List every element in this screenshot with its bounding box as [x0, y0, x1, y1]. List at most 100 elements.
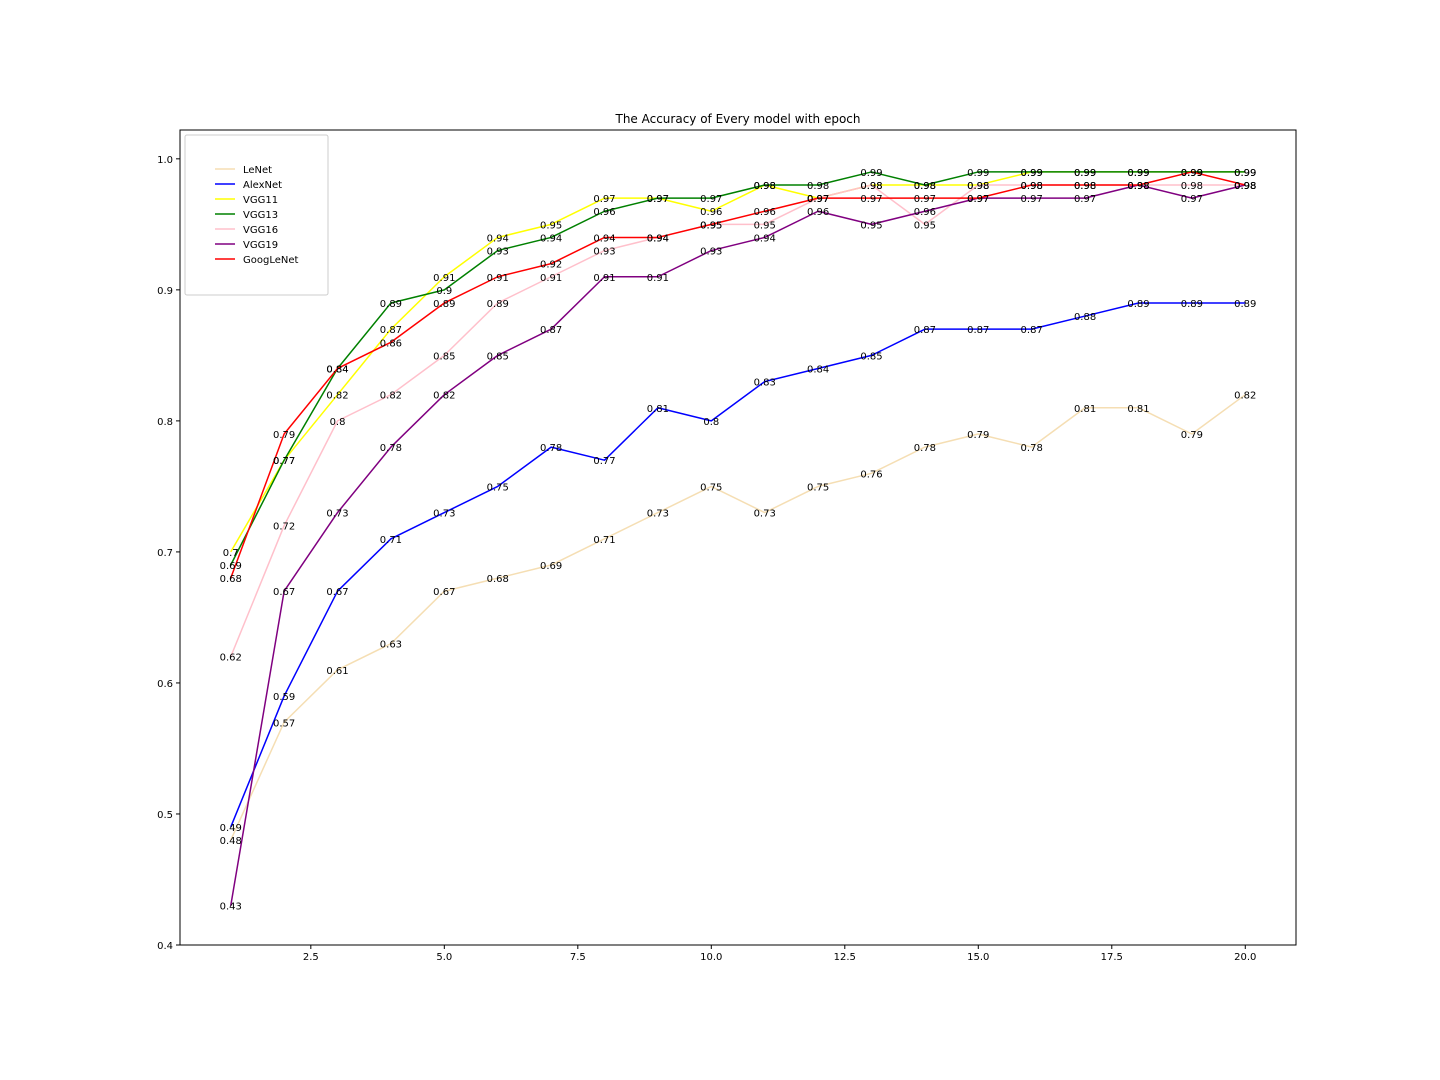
data-label-alexnet: 0.87: [914, 325, 936, 336]
data-label-googlenet: 0.94: [647, 233, 669, 244]
data-label-vgg19: 0.94: [754, 233, 776, 244]
data-label-vgg16: 0.82: [380, 391, 402, 402]
data-label-vgg19: 0.98: [1234, 181, 1256, 192]
data-label-googlenet: 0.97: [807, 194, 829, 205]
series-line-vgg16: [230, 184, 1246, 658]
y-tick-label: 0.9: [157, 286, 173, 297]
legend-entry: VGG13: [243, 210, 278, 221]
data-label-vgg11: 0.98: [914, 181, 936, 192]
data-label-vgg16: 0.98: [1021, 181, 1043, 192]
data-label-alexnet: 0.85: [860, 351, 882, 362]
data-label-lenet: 0.68: [487, 574, 509, 585]
legend-entry: VGG16: [243, 225, 278, 236]
x-tick-label: 7.5: [570, 952, 586, 963]
data-label-vgg19: 0.97: [967, 194, 989, 205]
data-label-vgg19: 0.97: [1074, 194, 1096, 205]
data-label-vgg16: 0.8: [330, 417, 346, 428]
data-label-alexnet: 0.73: [433, 509, 455, 520]
data-label-googlenet: 0.91: [487, 273, 509, 284]
data-label-vgg16: 0.98: [967, 181, 989, 192]
data-label-vgg11: 0.95: [540, 220, 562, 231]
data-label-vgg13: 0.99: [1234, 168, 1256, 179]
legend-entry: VGG11: [243, 195, 278, 206]
data-label-vgg13: 0.99: [967, 168, 989, 179]
data-label-googlenet: 0.92: [540, 260, 562, 271]
data-label-googlenet: 0.98: [1021, 181, 1043, 192]
data-label-vgg19: 0.85: [487, 351, 509, 362]
data-label-alexnet: 0.89: [1181, 299, 1203, 310]
data-label-vgg11: 0.94: [487, 233, 509, 244]
data-label-vgg13: 0.84: [326, 364, 348, 375]
data-label-alexnet: 0.87: [1021, 325, 1043, 336]
data-label-lenet: 0.81: [1074, 404, 1096, 415]
data-label-vgg11: 0.97: [807, 194, 829, 205]
data-labels-layer: 0.48 0.57 0.61 0.63 0.67 0.68 0.69 0.71 0.73 0.75…: [220, 168, 1257, 913]
data-label-alexnet: 0.59: [273, 692, 295, 703]
data-label-vgg19: 0.91: [593, 273, 615, 284]
y-tick-label: 0.7: [157, 548, 173, 559]
data-label-alexnet: 0.87: [967, 325, 989, 336]
data-label-alexnet: 0.89: [1234, 299, 1256, 310]
legend: LeNet AlexNet VGG11 VGG13 VGG16 VGG19 GoogLeNe…: [184, 134, 329, 296]
data-label-vgg11: 0.96: [700, 207, 722, 218]
data-label-googlenet: 0.98: [1074, 181, 1096, 192]
data-label-vgg19: 0.73: [326, 509, 348, 520]
x-tick-label: 12.5: [834, 952, 856, 963]
data-label-lenet: 0.71: [593, 535, 615, 546]
data-label-lenet: 0.81: [1127, 404, 1149, 415]
legend-entry: LeNet: [243, 165, 272, 176]
data-label-lenet: 0.78: [914, 443, 936, 454]
data-label-vgg13: 0.97: [647, 194, 669, 205]
data-label-vgg16: 0.95: [754, 220, 776, 231]
data-label-lenet: 0.73: [754, 509, 776, 520]
data-label-vgg16: 0.95: [700, 220, 722, 231]
data-label-vgg16: 0.95: [914, 220, 936, 231]
data-label-vgg13: 0.99: [860, 168, 882, 179]
data-label-vgg16: 0.85: [433, 351, 455, 362]
x-tick-label: 5.0: [436, 952, 452, 963]
data-label-googlenet: 0.84: [326, 364, 348, 375]
data-label-vgg11: 0.99: [1074, 168, 1096, 179]
data-label-googlenet: 0.68: [220, 574, 242, 585]
series-layer: [229, 171, 1246, 906]
data-label-vgg13: 0.96: [593, 207, 615, 218]
data-label-alexnet: 0.8: [703, 417, 719, 428]
data-label-vgg13: 0.9: [436, 286, 452, 297]
data-label-vgg19: 0.96: [807, 207, 829, 218]
axes-layer: 2.5 5.0 7.5 10.0 12.5 15.0 17.5 20.0 0.4 0.5 0.6 0.…: [157, 155, 1256, 963]
series-line-alexnet: [230, 302, 1246, 828]
data-label-alexnet: 0.78: [540, 443, 562, 454]
data-label-lenet: 0.75: [807, 482, 829, 493]
data-label-googlenet: 0.96: [754, 207, 776, 218]
data-label-vgg16: 0.72: [273, 522, 295, 533]
data-label-alexnet: 0.75: [487, 482, 509, 493]
data-label-vgg16: 0.98: [1234, 181, 1256, 192]
data-label-lenet: 0.57: [273, 718, 295, 729]
data-label-vgg13: 0.69: [220, 561, 242, 572]
data-label-vgg11: 0.99: [1181, 168, 1203, 179]
data-label-lenet: 0.78: [1021, 443, 1043, 454]
data-label-vgg19: 0.82: [433, 391, 455, 402]
data-label-alexnet: 0.84: [807, 364, 829, 375]
legend-entry: VGG19: [243, 240, 278, 251]
legend-entry: GoogLeNet: [243, 255, 299, 266]
data-label-vgg13: 0.77: [273, 456, 295, 467]
chart-title: The Accuracy of Every model with epoch: [614, 112, 860, 126]
data-label-vgg13: 0.94: [540, 233, 562, 244]
data-label-lenet: 0.63: [380, 640, 402, 651]
data-label-vgg16: 0.98: [860, 181, 882, 192]
data-label-lenet: 0.67: [433, 587, 455, 598]
data-label-vgg11: 0.98: [754, 181, 776, 192]
data-label-vgg13: 0.98: [754, 181, 776, 192]
y-tick-label: 0.8: [157, 417, 173, 428]
data-label-vgg11: 0.99: [1127, 168, 1149, 179]
data-label-vgg11: 0.98: [860, 181, 882, 192]
data-label-lenet: 0.79: [1181, 430, 1203, 441]
legend-entry: AlexNet: [243, 180, 282, 191]
data-label-lenet: 0.79: [967, 430, 989, 441]
data-label-vgg13: 0.99: [1127, 168, 1149, 179]
data-label-vgg16: 0.93: [593, 247, 615, 258]
data-label-alexnet: 0.88: [1074, 312, 1096, 323]
legend-box: [184, 134, 329, 296]
